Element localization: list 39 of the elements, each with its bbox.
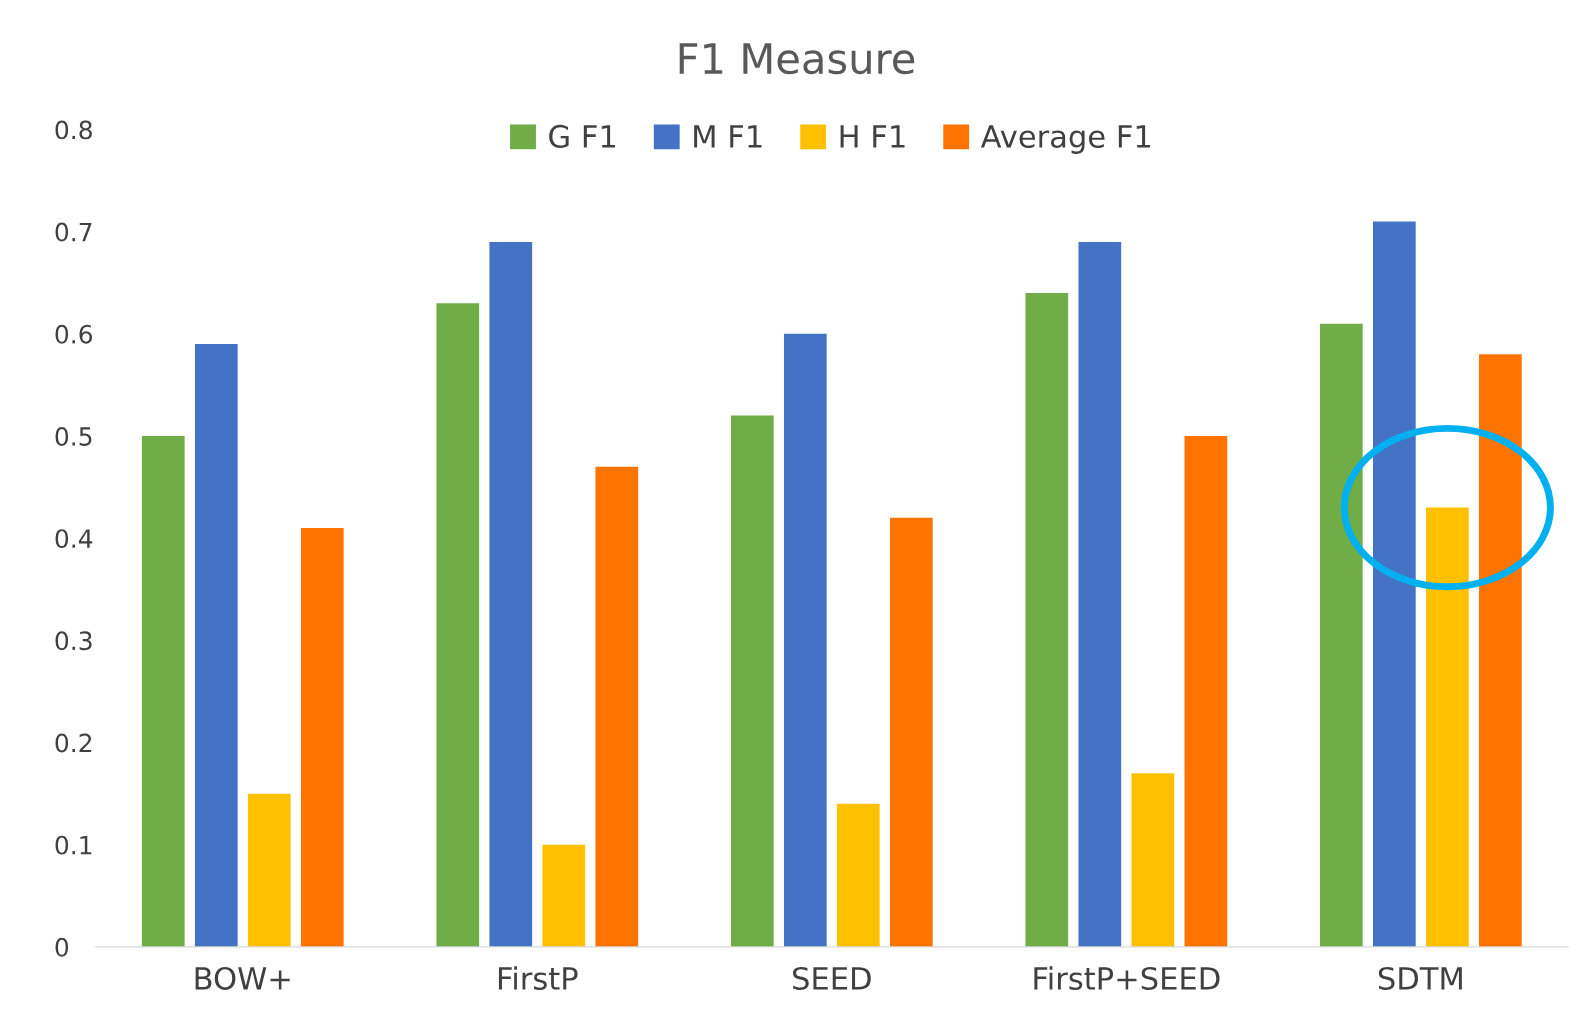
bar <box>141 436 185 947</box>
bar <box>1479 354 1522 947</box>
bar <box>1078 241 1122 947</box>
y-tick-label: 0.4 <box>55 529 93 549</box>
y-tick-label: 0.1 <box>55 835 92 855</box>
legend-label: Average F1 <box>980 125 1151 154</box>
bar <box>783 333 827 947</box>
bar <box>730 415 774 947</box>
x-tick-label: FirstP <box>498 966 578 990</box>
y-tick-label: 0.8 <box>55 120 92 140</box>
bar <box>436 303 480 947</box>
legend-label: G F1 <box>549 124 616 148</box>
bar <box>1319 323 1363 947</box>
bar <box>194 344 238 947</box>
bar <box>1131 773 1175 947</box>
bar <box>836 803 880 947</box>
bar <box>1426 507 1469 947</box>
y-tick-label: 0.6 <box>55 324 93 344</box>
bar <box>1025 292 1069 947</box>
legend-label: H F1 <box>840 125 905 148</box>
bar <box>889 517 933 947</box>
x-tick-label: FirstP+SEED <box>1034 966 1220 990</box>
y-tick-label: 0 <box>55 937 69 957</box>
bar <box>489 241 533 947</box>
y-tick-label: 0.3 <box>55 631 92 651</box>
x-tick-label: BOW+ <box>195 966 290 990</box>
bar <box>595 466 639 947</box>
x-tick-label: SDTM <box>1378 966 1462 990</box>
y-tick-label: 0.2 <box>55 733 92 753</box>
legend-label: M F1 <box>694 125 762 148</box>
y-tick-label: 0.7 <box>55 222 92 242</box>
bar <box>247 793 291 947</box>
bar <box>1373 221 1416 947</box>
bar <box>542 844 586 947</box>
bar <box>1184 436 1228 947</box>
x-tick-label: SEED <box>793 966 871 990</box>
bar <box>300 527 344 947</box>
chart-title: F1 Measure <box>679 43 915 75</box>
y-tick-label: 0.5 <box>55 426 92 446</box>
